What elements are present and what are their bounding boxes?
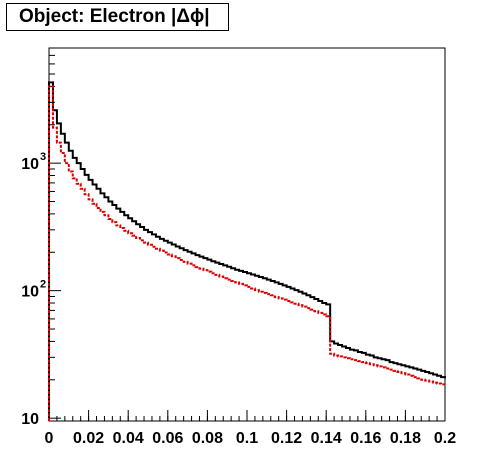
y-tick-exponent: 2 (40, 279, 46, 291)
x-tick-label: 0.02 (73, 430, 104, 447)
series-layer (48, 81, 446, 421)
x-tick-label: 0.14 (311, 430, 342, 447)
x-tick-label: 0 (45, 430, 54, 447)
x-tick-label: 0.1 (236, 430, 258, 447)
x-tick-label: 0.06 (152, 430, 183, 447)
x-axis-ticks: 0 0.02 0.04 0.06 0.08 0.1 0.12 0.14 0.16 0.18 0.2 (45, 410, 456, 447)
y-tick-label: 10 (21, 411, 39, 428)
chart-title: Object: Electron |Δϕ| (6, 3, 229, 31)
y-tick-exponent: 3 (40, 151, 46, 163)
x-tick-label: 0.16 (350, 430, 381, 447)
y-tick-label: 10 (21, 156, 39, 173)
x-tick-label: 0.2 (434, 430, 456, 447)
y-tick-label: 10 (21, 284, 39, 301)
x-tick-label: 0.04 (113, 430, 144, 447)
series-line-1 (48, 81, 446, 421)
x-tick-label: 0.18 (390, 430, 421, 447)
x-tick-label: 0.08 (192, 430, 223, 447)
series-line-2 (48, 85, 445, 421)
plot-frame (48, 47, 446, 422)
x-tick-label: 0.12 (271, 430, 302, 447)
